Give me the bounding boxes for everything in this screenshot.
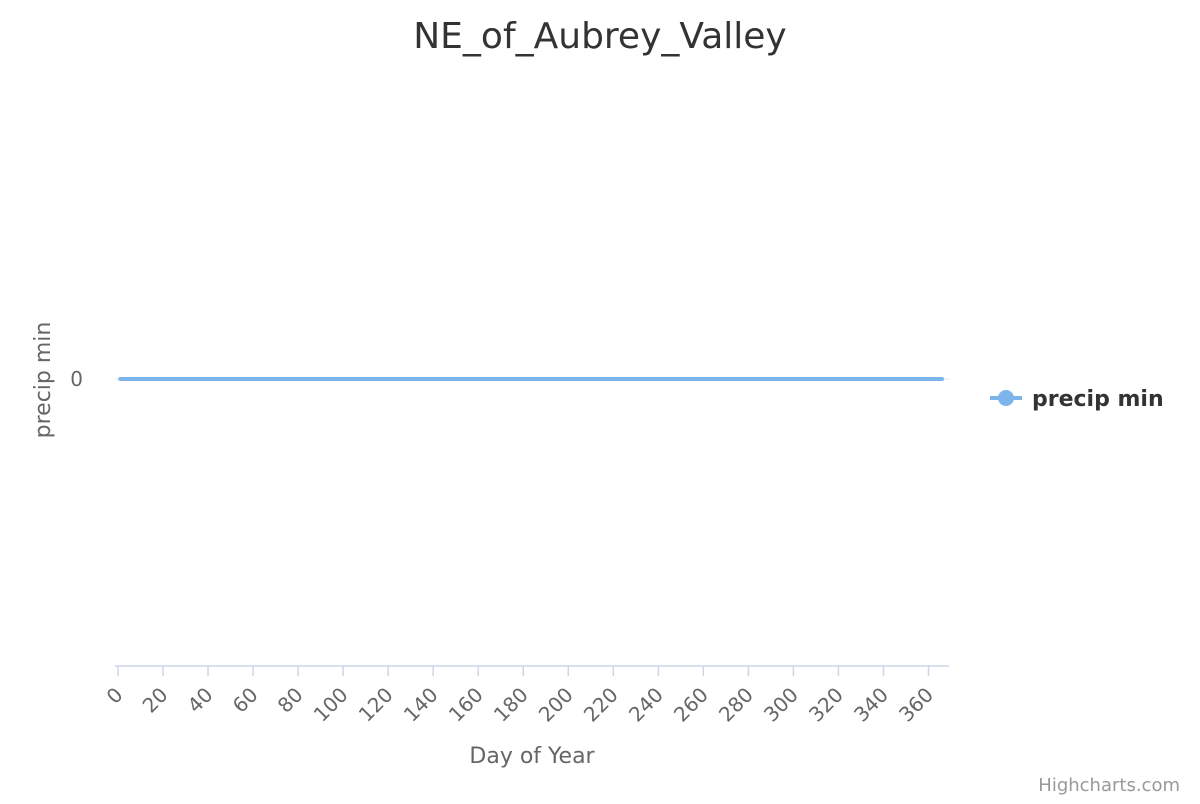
x-tick-label: 220	[579, 683, 623, 727]
legend-circle-marker	[998, 390, 1014, 406]
credits-link[interactable]: Highcharts.com	[1038, 775, 1180, 796]
x-tick-label: 340	[849, 683, 893, 727]
x-tick-label: 280	[714, 683, 758, 727]
chart-title: NE_of_Aubrey_Valley	[413, 16, 786, 57]
x-tick-label: 360	[894, 683, 938, 727]
x-tick-label: 240	[624, 683, 668, 727]
x-axis-ticks: 0 20 40 60 80 100 120 140 160 180 200 220 240 260 280 3…	[102, 666, 938, 727]
x-tick-label: 260	[669, 683, 713, 727]
x-tick-label: 300	[759, 683, 803, 727]
x-tick-label: 160	[444, 683, 488, 727]
x-tick-label: 320	[804, 683, 848, 727]
x-tick-label: 40	[183, 683, 218, 718]
x-tick-label: 20	[138, 683, 173, 718]
x-axis-title: Day of Year	[469, 744, 595, 769]
x-tick-label: 180	[489, 683, 533, 727]
x-tick-label: 60	[228, 683, 263, 718]
y-axis-title: precip min	[31, 322, 56, 439]
y-tick-label: 0	[70, 367, 83, 391]
x-tick-label: 0	[102, 683, 128, 709]
x-tick-label: 80	[273, 683, 308, 718]
x-tick-label: 200	[534, 683, 578, 727]
legend-item-precip-min[interactable]: precip min	[1032, 387, 1164, 412]
legend[interactable]: precip min	[990, 387, 1164, 412]
x-tick-label: 100	[309, 683, 353, 727]
x-tick-label: 140	[399, 683, 443, 727]
x-tick-label: 120	[354, 683, 398, 727]
